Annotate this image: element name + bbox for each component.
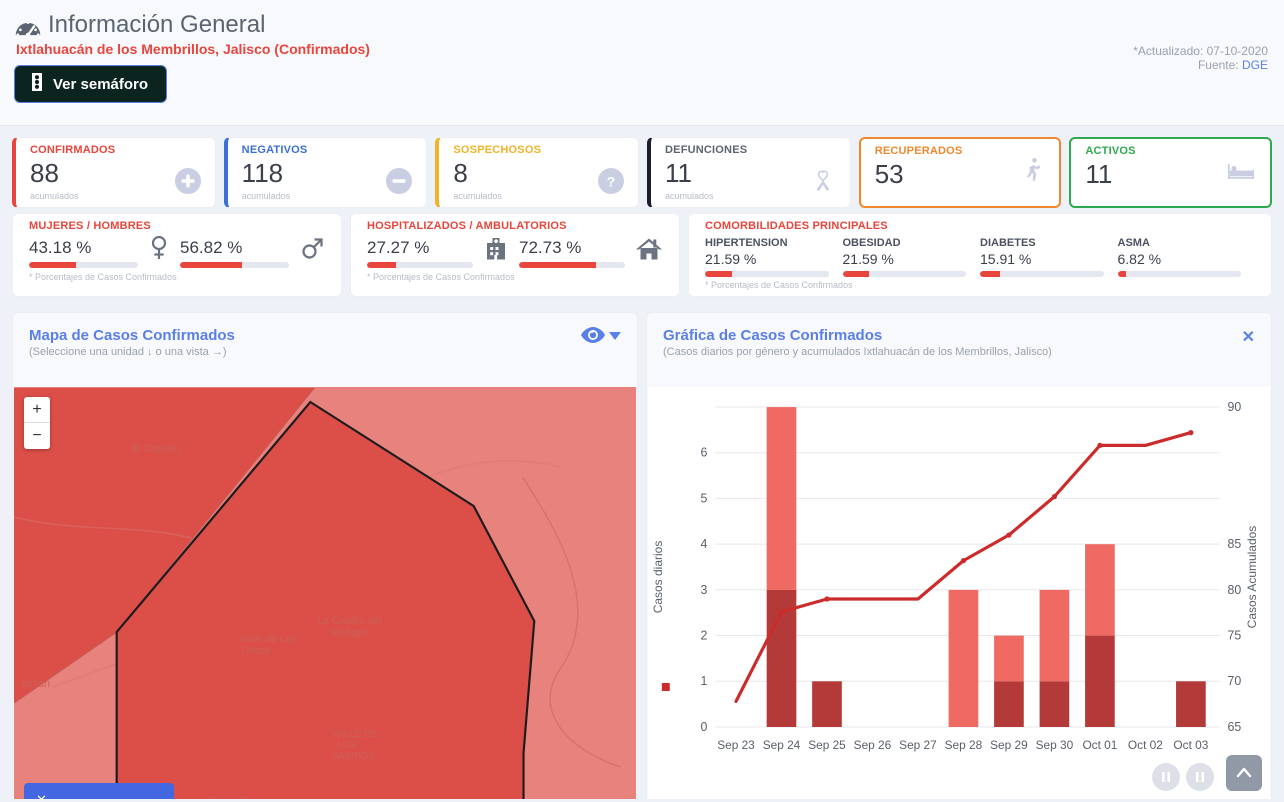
svg-text:Oct 03: Oct 03	[1173, 738, 1208, 752]
svg-text:85: 85	[1227, 537, 1241, 551]
svg-text:2: 2	[700, 628, 707, 642]
svg-text:Olivos: Olivos	[241, 645, 271, 657]
svg-text:Sep 24: Sep 24	[763, 738, 801, 752]
svg-text:1: 1	[700, 674, 707, 688]
svg-text:Sep 29: Sep 29	[990, 738, 1028, 752]
svg-text:Sep 30: Sep 30	[1036, 738, 1074, 752]
svg-text:La Capilla del: La Capilla del	[317, 615, 382, 627]
svg-text:Refugio: Refugio	[332, 627, 369, 639]
svg-text:Santa Rosa: Santa Rosa	[210, 796, 267, 799]
svg-text:70: 70	[1227, 674, 1241, 688]
svg-text:3: 3	[700, 583, 707, 597]
svg-text:-jititlán: -jititlán	[19, 678, 50, 690]
svg-text:0: 0	[700, 720, 707, 734]
svg-text:Oct 02: Oct 02	[1128, 738, 1163, 752]
svg-text:Sep 26: Sep 26	[854, 738, 892, 752]
svg-text:5: 5	[700, 491, 707, 505]
svg-text:Sep 25: Sep 25	[808, 738, 846, 752]
svg-text:Sep 28: Sep 28	[945, 738, 983, 752]
svg-text:Sep 23: Sep 23	[717, 738, 755, 752]
svg-text:Valle de Los: Valle de Los	[239, 633, 298, 645]
svg-text:4: 4	[700, 537, 707, 551]
svg-text:LOS: LOS	[337, 740, 357, 751]
svg-text:Casos Acumulados: Casos Acumulados	[1245, 526, 1259, 629]
svg-text:65: 65	[1227, 720, 1241, 734]
svg-text:90: 90	[1227, 400, 1241, 414]
svg-text:Oct 01: Oct 01	[1082, 738, 1117, 752]
svg-text:Sep 27: Sep 27	[899, 738, 937, 752]
svg-text:80: 80	[1227, 583, 1241, 597]
svg-text:Casos diarios: Casos diarios	[651, 541, 665, 614]
svg-text:SABINOS: SABINOS	[332, 751, 376, 762]
svg-text:VALLE DE: VALLE DE	[332, 729, 378, 740]
svg-text:6: 6	[700, 446, 707, 460]
svg-text:El Capulin: El Capulin	[131, 443, 180, 455]
svg-text:75: 75	[1227, 628, 1241, 642]
svg-text:?: ?	[607, 174, 616, 190]
